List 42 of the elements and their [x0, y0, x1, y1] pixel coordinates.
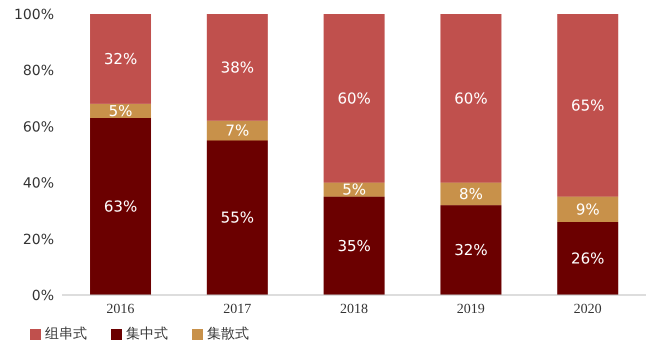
bar	[324, 196, 385, 295]
data-label: 60%	[337, 89, 371, 108]
legend-label: 集中式	[126, 326, 168, 342]
data-label: 60%	[454, 89, 488, 108]
y-tick-label: 40%	[22, 176, 54, 192]
bar	[90, 14, 152, 104]
bar	[324, 14, 385, 183]
bar	[90, 118, 152, 295]
legend-label: 组串式	[45, 326, 87, 342]
data-label: 32%	[104, 50, 138, 68]
x-tick-label: 2017	[223, 302, 252, 317]
bar	[440, 14, 502, 183]
y-tick-label: 80%	[22, 63, 54, 80]
bar	[440, 182, 502, 206]
data-label: 7%	[225, 122, 250, 140]
bar	[557, 222, 618, 295]
data-label: 35%	[337, 236, 371, 255]
data-label: 9%	[576, 200, 600, 218]
x-tick-label: 2019	[456, 302, 485, 317]
data-label: 5%	[342, 180, 366, 199]
data-label: 8%	[459, 184, 483, 203]
x-tick-label: 2020	[574, 302, 602, 317]
data-label: 5%	[108, 102, 132, 120]
data-label: 55%	[220, 208, 254, 227]
y-tick-label: 0%	[32, 288, 54, 304]
y-tick-label: 60%	[22, 119, 54, 136]
data-label: 26%	[571, 249, 604, 268]
bar	[440, 205, 502, 295]
x-tick-label: 2016	[106, 302, 134, 317]
bar	[557, 196, 618, 222]
legend-label: 集散式	[207, 326, 249, 342]
data-label: 63%	[104, 197, 138, 216]
bar	[206, 14, 268, 121]
x-tick-label: 2018	[340, 302, 368, 317]
bar	[557, 14, 618, 197]
data-label: 65%	[571, 96, 604, 114]
y-tick-label: 100%	[14, 6, 54, 23]
bar	[206, 120, 268, 140]
data-label: 38%	[220, 58, 254, 76]
data-label: 32%	[454, 241, 488, 260]
bar	[206, 140, 268, 295]
y-tick-label: 20%	[22, 232, 54, 248]
